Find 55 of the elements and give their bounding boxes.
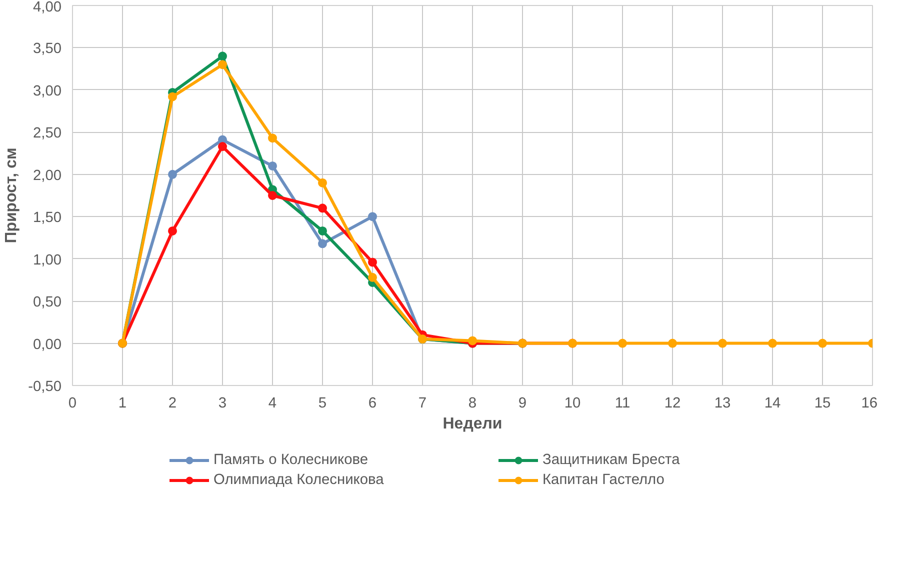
- x-tick-label: 6: [368, 396, 377, 412]
- x-tick-label: 13: [714, 396, 731, 412]
- point: [368, 272, 377, 282]
- point: [218, 60, 227, 70]
- point: [768, 338, 777, 348]
- y-tick-label: 2,50: [32, 126, 62, 142]
- point: [168, 92, 177, 102]
- y-tick-label: 1,50: [32, 210, 62, 226]
- legend-label: Олимпиада Колесникова: [214, 472, 385, 488]
- x-axis-title: Недели: [442, 416, 502, 432]
- x-tick-label: 7: [418, 396, 427, 412]
- point: [368, 212, 377, 222]
- x-tick-label: 0: [68, 396, 77, 412]
- x-tick-label: 3: [218, 396, 227, 412]
- point: [268, 191, 277, 200]
- point: [168, 170, 177, 179]
- y-tick-label: 2,00: [32, 168, 62, 184]
- point: [318, 239, 327, 248]
- x-tick-label: 12: [664, 396, 681, 412]
- legend-label: Капитан Гастелло: [542, 472, 666, 488]
- point: [718, 338, 727, 348]
- legend-label: Память о Колесникове: [214, 452, 370, 468]
- y-tick-label: 0,50: [32, 294, 62, 311]
- point: [168, 226, 177, 236]
- x-tick-label: 5: [318, 396, 327, 412]
- x-tick-label: 8: [468, 396, 477, 412]
- x-tick-label: 4: [268, 396, 277, 412]
- x-tick-label: 15: [814, 396, 831, 412]
- point: [618, 338, 627, 348]
- point: [218, 142, 227, 152]
- point: [818, 338, 827, 348]
- legend-label: Защитникам Бреста: [542, 452, 681, 468]
- y-tick-label: 3,50: [32, 41, 62, 58]
- x-tick-label: 9: [518, 396, 527, 412]
- point: [468, 336, 477, 346]
- y-axis-title: Прирост, см: [3, 148, 20, 244]
- point: [268, 161, 277, 170]
- y-tick-label: 0,00: [32, 336, 62, 353]
- y-tick-label: 1,00: [32, 252, 62, 268]
- x-tick-label: 2: [168, 396, 177, 412]
- x-tick-label: 1: [118, 396, 127, 412]
- x-tick-label: 14: [764, 396, 781, 412]
- y-tick-label: -0,50: [28, 379, 62, 395]
- point: [318, 226, 327, 236]
- x-tick-label: 16: [861, 396, 878, 412]
- point: [668, 338, 677, 348]
- point: [268, 134, 277, 143]
- x-tick-label: 11: [614, 396, 630, 412]
- y-tick-label: 4,00: [32, 0, 62, 16]
- point: [368, 258, 377, 267]
- x-tick-label: 10: [564, 396, 581, 412]
- y-tick-label: 3,00: [32, 83, 62, 100]
- point: [218, 52, 227, 61]
- point: [318, 204, 327, 213]
- point: [318, 178, 327, 188]
